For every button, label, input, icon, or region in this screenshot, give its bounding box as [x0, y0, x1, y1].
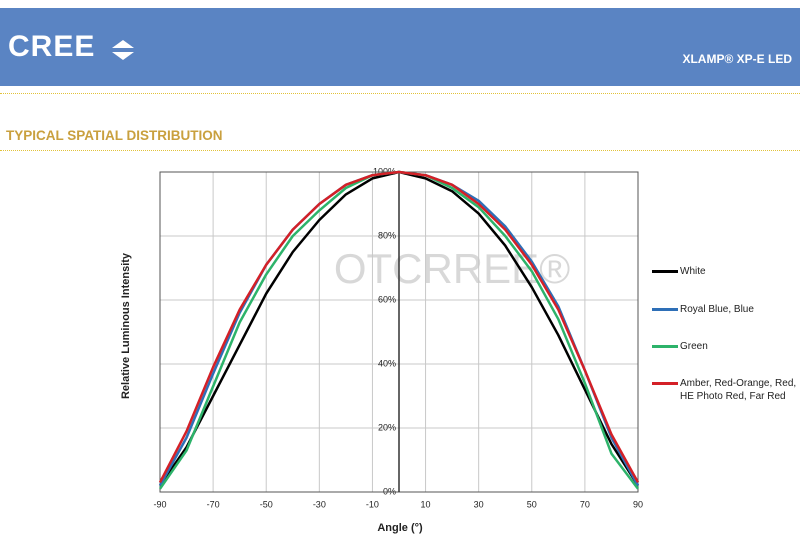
legend-label: Royal Blue, Blue [680, 304, 754, 315]
header-band: CREE XLAMP® XP-E LED [0, 8, 800, 86]
legend-label: White [680, 266, 706, 277]
x-tick-label: 10 [421, 499, 431, 509]
series-line [158, 170, 640, 484]
legend-label: Green [680, 341, 708, 352]
x-tick-label: -30 [313, 499, 326, 509]
divider [0, 93, 800, 94]
logo-mark [112, 40, 134, 60]
x-tick-label: 30 [474, 499, 484, 509]
legend-swatch [652, 382, 678, 385]
x-tick-label: 50 [527, 499, 537, 509]
x-tick-label: 70 [580, 499, 590, 509]
legend-item: Royal Blue, Blue [652, 303, 797, 316]
y-tick-label: 40% [378, 358, 396, 368]
y-axis-title: Relative Luminous Intensity [120, 252, 132, 399]
legend-item: White [652, 265, 797, 278]
y-tick-label: 80% [378, 230, 396, 240]
x-tick-label: -70 [207, 499, 220, 509]
section-title: TYPICAL SPATIAL DISTRIBUTION [6, 128, 223, 143]
y-tick-label: 0% [383, 486, 396, 496]
divider [0, 150, 800, 151]
x-tick-label: 90 [633, 499, 643, 509]
x-tick-label: -90 [153, 499, 166, 509]
logo: CREE [8, 30, 96, 63]
y-tick-label: 100% [373, 166, 396, 176]
y-tick-label: 20% [378, 422, 396, 432]
legend-item: Amber, Red-Orange, Red, HE Photo Red, Fa… [652, 377, 797, 403]
legend-item: Green [652, 340, 797, 353]
legend-swatch [652, 270, 678, 273]
x-tick-label: -10 [366, 499, 379, 509]
x-axis-title: Angle (°) [377, 522, 423, 534]
x-tick-label: -50 [260, 499, 273, 509]
legend-swatch [652, 308, 678, 311]
y-tick-label: 60% [378, 294, 396, 304]
legend-label: Amber, Red-Orange, Red, HE Photo Red, Fa… [680, 378, 797, 402]
legend-swatch [652, 345, 678, 348]
product-name: XLAMP® XP-E LED [682, 52, 792, 66]
